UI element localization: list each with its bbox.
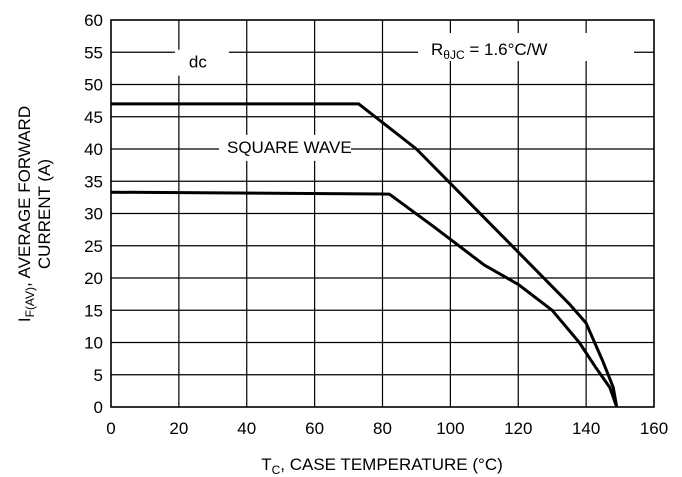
x-tick-label: 100 [436, 419, 464, 438]
series-labels: dc SQUARE WAVE [174, 49, 352, 161]
y-tick-label: 50 [84, 76, 103, 95]
x-tick-labels: 0 20 40 60 80 100 120 140 160 [106, 419, 668, 438]
x-tick-label: 80 [373, 419, 392, 438]
y-tick-label: 55 [84, 43, 103, 62]
y-tick-label: 30 [84, 205, 103, 224]
series-label-dc-background [174, 49, 229, 76]
grid [111, 20, 654, 407]
x-tick-label: 0 [106, 419, 115, 438]
series-label-square-wave-background [218, 134, 351, 161]
y-tick-label: 60 [84, 11, 103, 30]
x-tick-label: 120 [504, 419, 532, 438]
y-tick-label: 10 [84, 334, 103, 353]
x-tick-label: 40 [237, 419, 256, 438]
y-tick-label: 5 [94, 366, 103, 385]
series-layer [110, 102, 619, 408]
y-tick-label: 20 [84, 269, 103, 288]
series-line-dc [111, 102, 619, 408]
x-tick-label: 140 [572, 419, 600, 438]
y-tick-label: 0 [94, 398, 103, 417]
series-label-square-wave: SQUARE WAVE [227, 138, 352, 157]
x-tick-label: 20 [169, 419, 188, 438]
svg-text:CURRENT (A): CURRENT (A) [35, 159, 54, 269]
svg-text:IF(AV), AVERAGE FORWARD: IF(AV), AVERAGE FORWARD [15, 106, 37, 322]
y-axis-label: IF(AV), AVERAGE FORWARD CURRENT (A) [15, 106, 54, 322]
y-tick-label: 35 [84, 172, 103, 191]
y-tick-label: 15 [84, 301, 103, 320]
series-label-dc: dc [189, 53, 207, 72]
thermal-resistance-annotation: RθJC = 1.6°C/W [431, 40, 547, 62]
y-tick-labels: 0 5 10 15 20 25 30 35 40 45 50 55 60 [84, 11, 103, 417]
y-tick-label: 40 [84, 140, 103, 159]
x-tick-label: 60 [305, 419, 324, 438]
x-tick-label: 160 [640, 419, 668, 438]
y-tick-label: 25 [84, 237, 103, 256]
series-line-square-wave [110, 190, 619, 408]
annotation-background [418, 33, 634, 61]
y-tick-label: 45 [84, 108, 103, 127]
plot-frame [110, 19, 655, 408]
x-axis-label: TC, CASE TEMPERATURE (°C) [261, 455, 503, 477]
